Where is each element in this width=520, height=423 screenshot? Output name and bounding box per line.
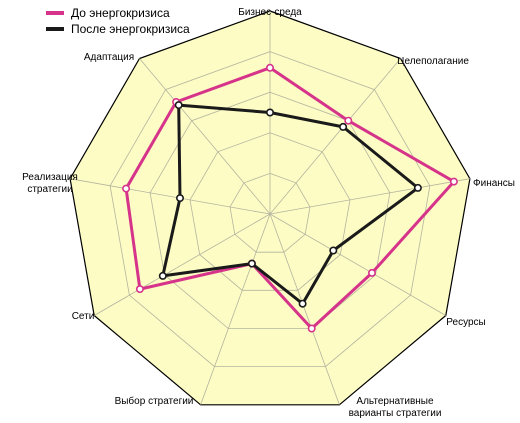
data-point: [339, 122, 348, 131]
grid-ring: [189, 132, 351, 291]
data-point: [307, 324, 316, 333]
grid-spoke: [269, 58, 401, 215]
data-point: [344, 116, 353, 125]
legend: До энергокризиса После энергокризиса: [46, 6, 190, 36]
data-point: [122, 184, 131, 193]
data-point: [265, 63, 274, 72]
data-point: [158, 271, 167, 280]
axis-label: Целеполагание: [397, 56, 469, 67]
axis-label: Ресурсы: [446, 317, 485, 328]
data-point: [265, 108, 274, 117]
data-point: [449, 177, 458, 186]
data-point: [367, 268, 376, 277]
data-point: [176, 194, 185, 203]
data-point: [413, 183, 422, 192]
grid-ring: [229, 172, 311, 253]
grid-ring: [109, 51, 431, 368]
grid-spoke: [70, 178, 271, 215]
legend-entry: После энергокризиса: [46, 22, 190, 36]
data-point: [174, 101, 183, 110]
grid-spoke: [200, 213, 271, 405]
axis-label: Адаптация: [84, 52, 134, 63]
radar-grid: [69, 10, 471, 406]
legend-label: После энергокризиса: [71, 22, 190, 36]
grid-ring: [149, 91, 391, 329]
series-line: [124, 66, 456, 330]
axis-label: Финансы: [473, 178, 515, 189]
grid-spoke: [269, 213, 340, 405]
data-point: [298, 299, 307, 308]
data-point: [329, 246, 338, 255]
legend-entry: До энергокризиса: [46, 6, 170, 20]
grid-spoke: [269, 213, 446, 316]
series-2: [158, 101, 422, 308]
axis-label: Реализация стратегии: [22, 172, 78, 195]
axis-label: Альтернативные варианты стратегии: [349, 396, 442, 419]
data-point: [135, 285, 144, 294]
data-point: [247, 259, 256, 268]
series-1: [122, 63, 458, 333]
series-line: [161, 103, 420, 306]
axis-label: Сети: [72, 311, 95, 322]
grid-spoke: [93, 213, 271, 316]
grid-spoke: [139, 58, 271, 215]
radar-series: [122, 63, 458, 333]
axis-label: Бизнес-среда: [238, 7, 302, 18]
legend-label: До энергокризиса: [71, 6, 170, 20]
axis-label: Выбор стратегии: [115, 395, 194, 407]
grid-spoke: [269, 178, 470, 215]
axis-labels: Бизнес-среда Целеполагание Финансы Ресурсы А…: [22, 7, 515, 419]
